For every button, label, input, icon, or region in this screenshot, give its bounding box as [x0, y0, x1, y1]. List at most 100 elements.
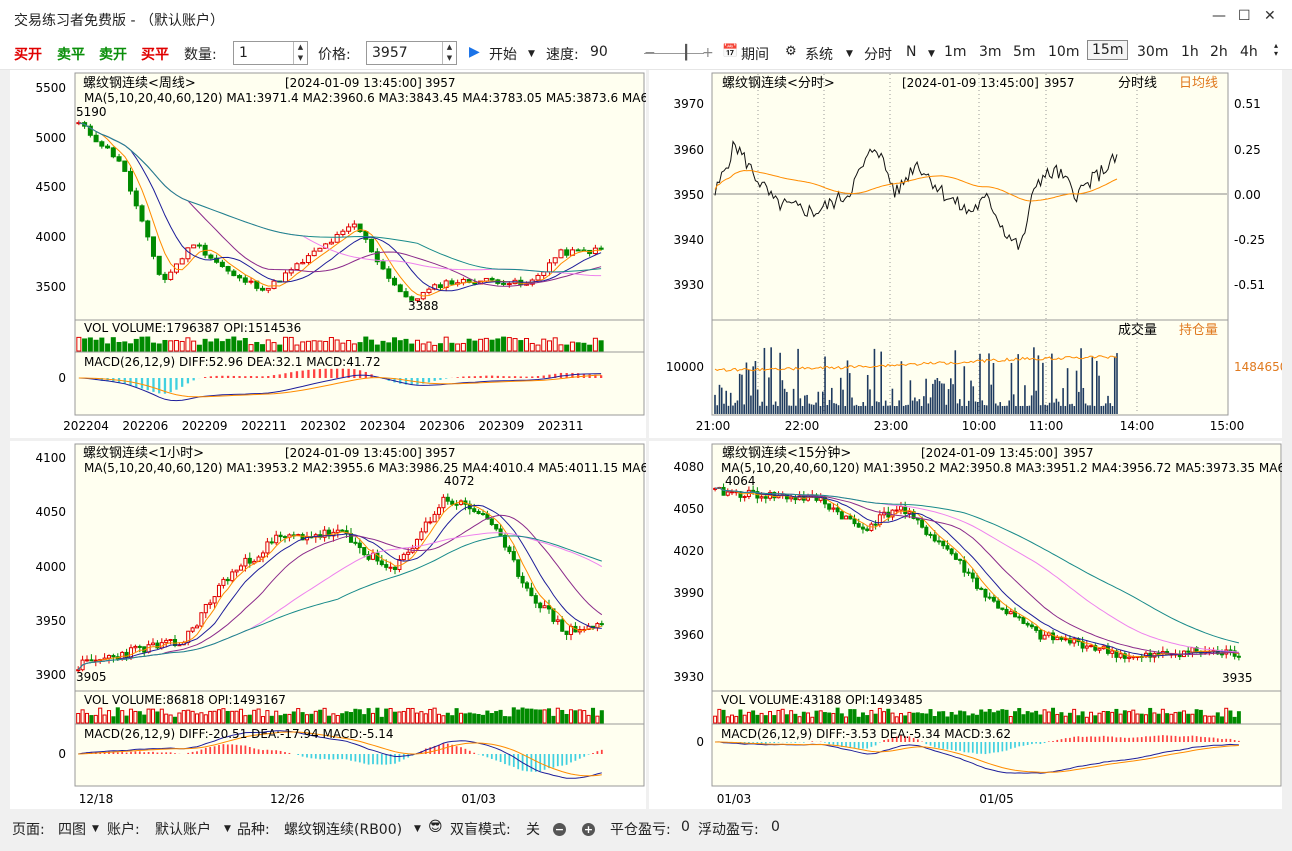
candle-body: [506, 283, 512, 286]
candle-body: [374, 251, 380, 263]
volume-bar: [363, 336, 369, 352]
minus-circle-icon[interactable]: −: [553, 823, 566, 836]
title-bar: 交易练习者免费版 - （默认账户） — ☐ ✕: [0, 0, 1292, 36]
speed-slider[interactable]: [644, 53, 704, 54]
price-stepper[interactable]: 3957 ▲ ▼: [366, 41, 457, 65]
close-icon[interactable]: ✕: [1264, 8, 1276, 24]
volume-bar: [335, 714, 340, 724]
fenshi-button[interactable]: 分时: [864, 47, 892, 63]
account-selector[interactable]: 默认账户: [155, 822, 211, 838]
tf-5m[interactable]: 5m: [1013, 44, 1036, 60]
volume-bar: [478, 338, 484, 352]
minimize-icon[interactable]: —: [1212, 8, 1226, 24]
tf-2h[interactable]: 2h: [1210, 44, 1228, 60]
panel-15min[interactable]: 4080 4050 4020 3990 3960 3930 0 螺纹钢连续<15…: [649, 441, 1282, 809]
candle-body: [212, 596, 217, 604]
volume-bar: [150, 342, 156, 352]
play-icon[interactable]: ▶: [469, 44, 480, 60]
tf-3m[interactable]: 3m: [979, 44, 1002, 60]
buy-open-button[interactable]: 买开: [14, 47, 42, 63]
candle-body: [346, 226, 352, 232]
volume-bar: [379, 716, 384, 724]
volume-bar: [520, 707, 525, 724]
sell-open-button[interactable]: 卖开: [99, 47, 127, 63]
candle-body: [84, 659, 90, 662]
qty-spin-icon[interactable]: ▲ ▼: [293, 42, 307, 64]
volume-bar: [185, 337, 191, 352]
float-pnl-label: 浮动盈亏:: [698, 822, 759, 838]
volume-bar: [99, 337, 105, 352]
candle-body: [369, 238, 375, 253]
volume-bar: [353, 708, 358, 724]
volume-bar: [485, 710, 490, 724]
qty-stepper[interactable]: 1 ▲ ▼: [233, 41, 308, 65]
volume-bar: [958, 710, 963, 724]
sell-close-button[interactable]: 卖平: [57, 47, 85, 63]
speed-minus-icon[interactable]: −: [644, 45, 656, 61]
system-button[interactable]: 系统: [805, 47, 833, 63]
volume-bar: [1232, 716, 1237, 724]
n-dropdown-icon[interactable]: ▼: [928, 49, 935, 59]
candle-body: [945, 545, 950, 550]
candle-body: [392, 566, 398, 570]
n-button[interactable]: N: [906, 44, 917, 60]
y-tick: 4000: [35, 560, 66, 574]
page-dropdown-icon[interactable]: ▼: [92, 824, 99, 834]
start-dropdown-icon[interactable]: ▼: [528, 49, 535, 59]
candle-body: [458, 500, 464, 505]
volume-bar: [212, 710, 217, 724]
tf-1h[interactable]: 1h: [1181, 44, 1199, 60]
candle-body: [983, 588, 988, 598]
panel-intraday[interactable]: 3970 3960 3950 3940 3930 0.51 0.25 0.00 …: [649, 70, 1282, 438]
period-button[interactable]: 期间: [741, 47, 769, 63]
price-spin-icon[interactable]: ▲ ▼: [442, 42, 456, 64]
candle-body: [248, 280, 254, 283]
volume-bar: [541, 338, 547, 352]
tf-30m[interactable]: 30m: [1137, 44, 1169, 60]
x-tick: 21:00: [696, 419, 731, 433]
volume-bar: [208, 710, 213, 724]
plus-circle-icon[interactable]: +: [582, 823, 595, 836]
speed-thumb-icon[interactable]: ┃: [682, 45, 691, 61]
volume-bar: [254, 341, 260, 352]
pct-tick: 0.25: [1234, 143, 1261, 157]
volume-bar: [191, 340, 197, 352]
panel-hourly[interactable]: 4100 4050 4000 3950 3900 0 螺纹钢连续<1小时> [2…: [10, 441, 646, 809]
x-tick: 22:00: [785, 419, 820, 433]
volume-bar: [190, 710, 195, 724]
volume-bar: [759, 712, 764, 724]
volume-bar: [932, 716, 937, 724]
tf-1m[interactable]: 1m: [944, 44, 967, 60]
volume-bar: [1067, 712, 1072, 724]
blind-mode-value[interactable]: 关: [526, 822, 540, 838]
tf-15m[interactable]: 15m: [1087, 40, 1129, 60]
weekly-price: 3957: [425, 76, 456, 90]
volume-bar: [1017, 708, 1022, 724]
tf-10m[interactable]: 10m: [1048, 44, 1080, 60]
account-dropdown-icon[interactable]: ▼: [224, 824, 231, 834]
candle-body: [278, 534, 283, 538]
candle-body: [886, 511, 891, 518]
volume-bar: [323, 340, 329, 352]
page-selector[interactable]: 四图: [58, 822, 86, 838]
volume-bar: [512, 338, 518, 352]
speed-plus-icon[interactable]: +: [702, 45, 714, 61]
candle-body: [366, 554, 371, 560]
panel-weekly[interactable]: 5500 5000 4500 4000 3500 0 螺纹钢连续<周线> [20…: [10, 70, 646, 438]
symbol-dropdown-icon[interactable]: ▼: [414, 824, 421, 834]
buy-close-button[interactable]: 买平: [141, 47, 169, 63]
candle-body: [436, 507, 442, 515]
toolbar-overflow-icon[interactable]: ▴ ▾: [1274, 41, 1279, 58]
vol-tick: 10000: [666, 360, 704, 374]
candle-body: [93, 134, 99, 143]
tf-4h[interactable]: 4h: [1240, 44, 1258, 60]
system-dropdown-icon[interactable]: ▼: [846, 49, 853, 59]
candle-body: [271, 280, 277, 289]
macd-diff-line: [78, 373, 602, 402]
volume-bar: [507, 716, 512, 724]
start-button[interactable]: 开始: [489, 47, 517, 63]
macd-dea-line: [78, 731, 602, 777]
symbol-selector[interactable]: 螺纹钢连续(RB00): [284, 822, 403, 838]
maximize-icon[interactable]: ☐: [1238, 8, 1251, 24]
x-tick: 202206: [122, 419, 168, 433]
